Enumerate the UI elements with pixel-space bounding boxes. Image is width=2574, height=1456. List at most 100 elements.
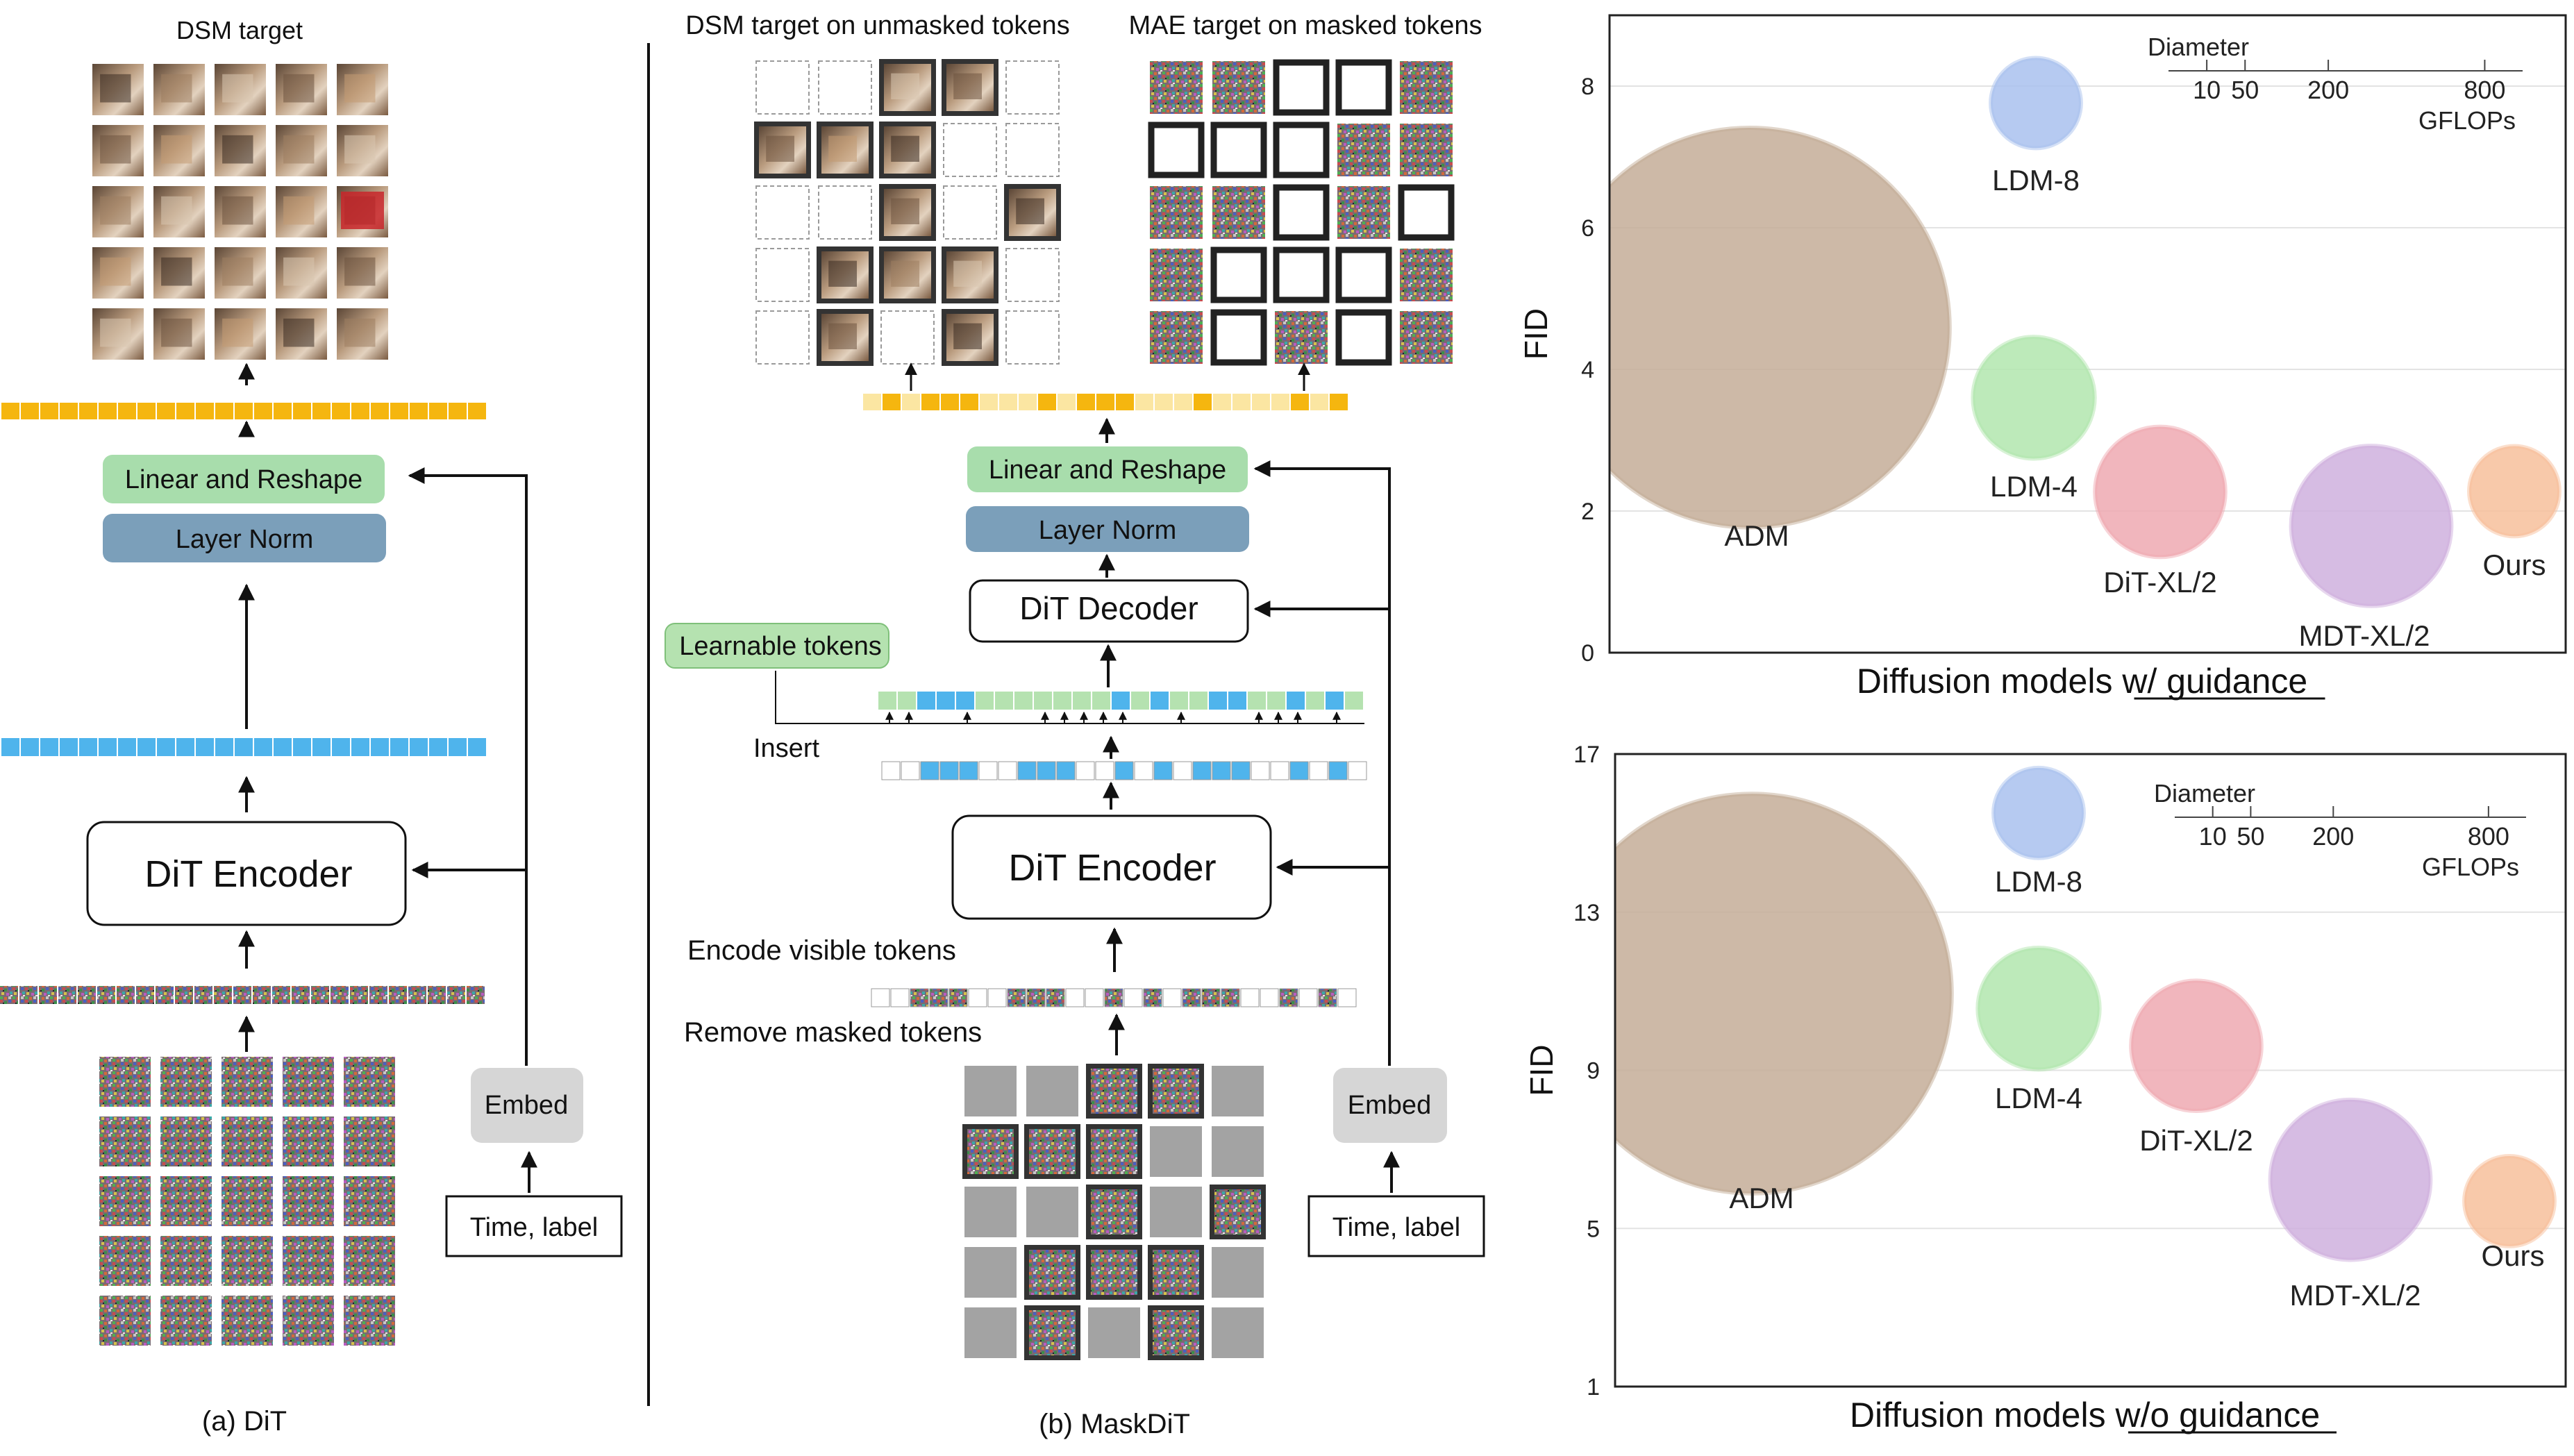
visible-token (1337, 988, 1357, 1007)
output-token (980, 394, 998, 410)
noisy-token (214, 986, 232, 1004)
output-token (863, 394, 881, 410)
decoder-input-token (1151, 692, 1169, 710)
output-token (351, 403, 369, 419)
mae-noise-tile (1400, 61, 1453, 114)
y-tick-label: 5 (1587, 1216, 1600, 1242)
decoder-input-token (1345, 692, 1363, 710)
noisy-token (350, 986, 368, 1004)
encoder-token (137, 738, 156, 756)
visible-token (987, 988, 1007, 1007)
encoder-token (468, 738, 486, 756)
encoder-token (390, 738, 408, 756)
frame-tile (1335, 246, 1392, 303)
fid-chart-with-guidance: 0 2 4 6 8 ADM LDM-8 LDM-4 DiT-XL/2 MDT-XL/2 Ours FI… (1518, 14, 2567, 701)
legend-unit: GFLOPs (2418, 106, 2516, 135)
dit-embed-label: Embed (485, 1091, 568, 1120)
output-token (449, 403, 467, 419)
insert-label: Insert (753, 734, 819, 763)
encoder-output-token (978, 761, 998, 780)
noisy-token (311, 986, 329, 1004)
output-token (410, 403, 428, 419)
noisy-token (467, 986, 485, 1004)
decoder-input-token (1034, 692, 1052, 710)
dit-embed-box (471, 1068, 583, 1143)
output-token (1, 403, 19, 419)
noisy-image-tile (222, 1236, 273, 1286)
masked-tile (1212, 1247, 1264, 1298)
encoder-token (1, 738, 19, 756)
decoder-input-token (898, 692, 916, 710)
visible-token (890, 988, 910, 1007)
maskdit-output-token-row (863, 394, 1348, 410)
noisy-token (97, 986, 115, 1004)
bubble-label: Ours (2481, 1239, 2544, 1272)
bubble-label: LDM-4 (1995, 1082, 2082, 1114)
mae-noise-tile (1337, 186, 1390, 239)
visible-token (1104, 988, 1123, 1007)
bubble-ldm-8 (1991, 765, 2086, 860)
decoder-input-token (917, 692, 935, 710)
encoder-output-token (920, 761, 939, 780)
mae-noise-tile (1337, 124, 1390, 176)
maskdit-dsm-target-grid (754, 59, 1061, 366)
output-token (254, 403, 272, 419)
output-token (1116, 394, 1134, 410)
empty-tile (818, 185, 872, 240)
decoder-input-token (1267, 692, 1285, 710)
bubble-label: DiT-XL/2 (2139, 1124, 2253, 1157)
mae-noise-tile (1150, 249, 1203, 301)
bubble-mdt-xl-2 (2289, 444, 2454, 608)
output-token (99, 403, 117, 419)
output-token (21, 403, 39, 419)
maskdit-layernorm-label: Layer Norm (1039, 516, 1177, 545)
empty-tile (943, 123, 997, 177)
bubble-label: DiT-XL/2 (2103, 566, 2216, 599)
noisy-token (233, 986, 251, 1004)
y-tick-label: 6 (1581, 215, 1594, 242)
output-token (1330, 394, 1348, 410)
output-token (468, 403, 486, 419)
encoder-output-token (1348, 761, 1367, 780)
maskdit-panel: DSM target on unmasked tokens MAE target… (665, 11, 1485, 1439)
noisy-image-tile (99, 1116, 151, 1166)
noisy-token (39, 986, 57, 1004)
noisy-image-tile (283, 1057, 334, 1107)
visible-token (1260, 988, 1279, 1007)
encoder-token (79, 738, 97, 756)
dit-target-title: DSM target (176, 16, 303, 44)
legend-tick-label: 800 (2468, 822, 2509, 851)
encoder-token (274, 738, 292, 756)
dit-layernorm-label: Layer Norm (176, 525, 314, 554)
maskdit-time-label: Time, label (1332, 1213, 1460, 1242)
empty-tile (1005, 248, 1060, 302)
bubble-label: Ours (2482, 549, 2546, 581)
visible-noisy-tile (1029, 1129, 1076, 1174)
decoder-input-token (1189, 692, 1207, 710)
output-token (883, 394, 901, 410)
encoder-output-token (901, 761, 920, 780)
noisy-token (156, 986, 174, 1004)
y-axis-label: FID (1523, 1044, 1560, 1096)
dit-time-label: Time, label (470, 1213, 598, 1242)
bubble-label: ADM (1724, 519, 1789, 552)
encoder-token (215, 738, 233, 756)
maskdit-linear-label: Linear and Reshape (989, 455, 1226, 485)
bubble-adm (1610, 126, 1952, 530)
empty-tile (943, 185, 997, 240)
bubble-ldm-4 (1975, 945, 2102, 1072)
encoder-output-token (1289, 761, 1309, 780)
decoder-input-token (1306, 692, 1324, 710)
encoder-token (371, 738, 389, 756)
bubble-adm (1615, 792, 1954, 1196)
noisy-image-tile (99, 1296, 151, 1346)
noisy-token (0, 986, 18, 1004)
output-token (137, 403, 156, 419)
noisy-image-tile (160, 1057, 212, 1107)
decoder-input-token (1073, 692, 1091, 710)
encoder-output-token (881, 761, 901, 780)
output-token (1271, 394, 1289, 410)
frame-tile (1148, 122, 1205, 178)
visible-noisy-tile (1153, 1310, 1199, 1355)
legend-tick-label: 200 (2307, 76, 2349, 104)
